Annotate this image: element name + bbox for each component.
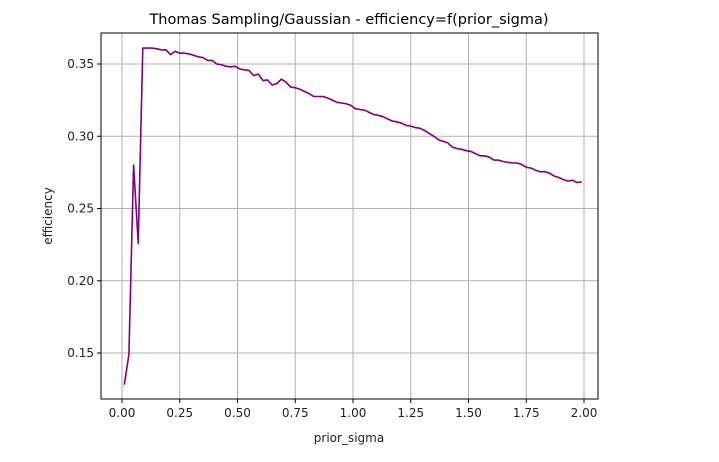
y-tick-label: 0.35 — [67, 57, 94, 71]
y-tick-labels: 0.15 0.20 0.25 0.30 0.35 — [67, 57, 94, 360]
axis-ticks — [97, 63, 585, 403]
grid-lines — [101, 33, 598, 399]
x-tick-label: 0.00 — [109, 406, 136, 420]
y-tick-label: 0.20 — [67, 274, 94, 288]
x-tick-labels: 0.00 0.25 0.50 0.75 1.00 1.25 1.50 1.75 2.00 — [109, 406, 598, 420]
efficiency-series-line — [123, 47, 582, 385]
chart-title: Thomas Sampling/Gaussian - efficiency=f(… — [148, 12, 548, 28]
y-axis-label: efficiency — [41, 187, 55, 245]
x-tick-label: 1.25 — [397, 406, 424, 420]
x-tick-label: 1.50 — [455, 406, 482, 420]
x-tick-label: 0.75 — [282, 406, 309, 420]
y-tick-label: 0.25 — [67, 202, 94, 216]
y-tick-label: 0.15 — [67, 346, 94, 360]
axes-frame — [100, 32, 599, 400]
x-axis-label: prior_sigma — [314, 431, 384, 445]
x-tick-label: 2.00 — [571, 406, 598, 420]
x-tick-label: 0.25 — [166, 406, 193, 420]
x-tick-label: 1.75 — [513, 406, 540, 420]
x-tick-label: 1.00 — [340, 406, 367, 420]
x-tick-label: 0.50 — [224, 406, 251, 420]
y-tick-label: 0.30 — [67, 129, 94, 143]
